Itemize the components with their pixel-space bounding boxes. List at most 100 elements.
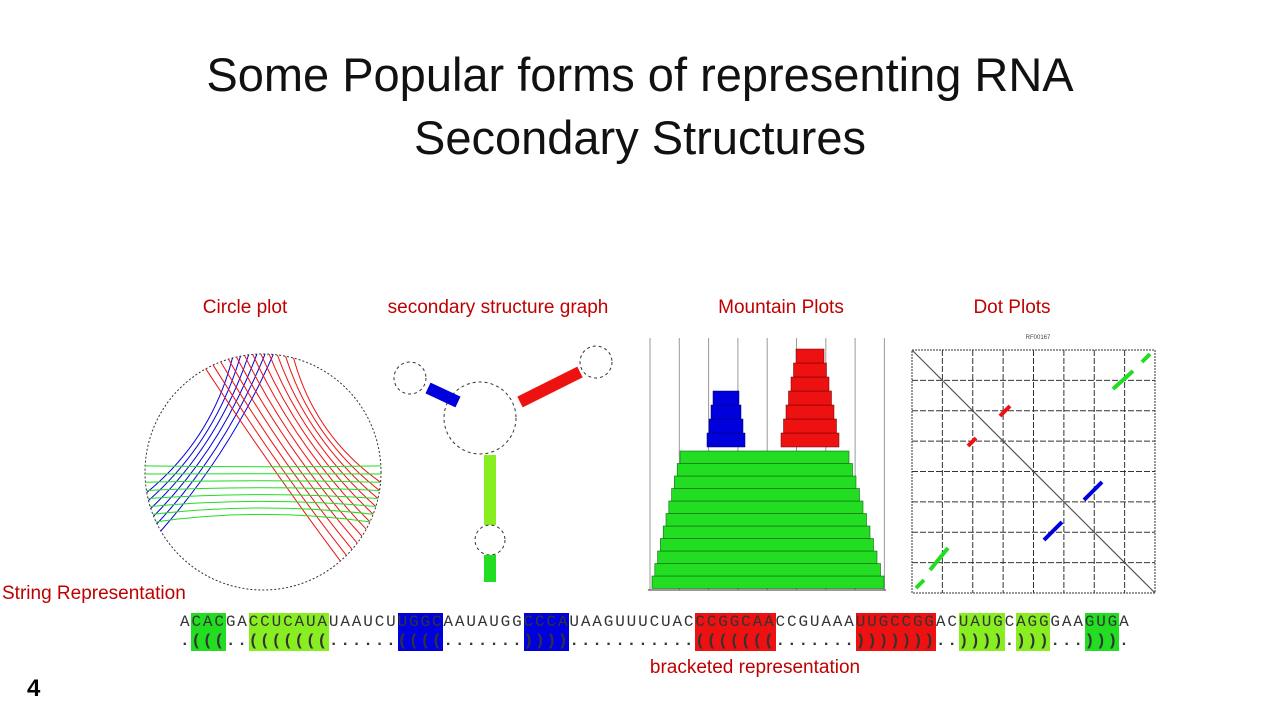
segment-brackets: .. — [935, 632, 959, 650]
base-pair-dots — [998, 404, 1012, 418]
red-arc — [244, 355, 367, 530]
sequence-segment: UGGC(((( — [397, 613, 444, 651]
red-mountain-step — [790, 376, 830, 392]
segment-bases: UAAGUUUCUAC — [569, 613, 696, 631]
sequence-segment: C. — [1005, 613, 1016, 651]
green-mountain-step — [654, 563, 881, 577]
segment-brackets: ((((((( — [695, 632, 776, 650]
slide-title-line1: Some Popular forms of representing RNA — [206, 48, 1074, 101]
segment-bases: A — [180, 613, 192, 631]
red-mountain-step — [788, 390, 832, 406]
green-mountain-step — [668, 500, 864, 514]
segment-bases: AGG — [1016, 613, 1051, 631]
segment-bases: C — [1004, 613, 1017, 631]
sequence-segment: A. — [180, 613, 191, 651]
segment-brackets: ....... — [443, 632, 524, 650]
segment-bases: UAUG — [958, 613, 1005, 631]
sequence-segment: UUGCCGG))))))) — [855, 613, 936, 651]
base-pair-dots — [1140, 352, 1152, 364]
green-arc — [150, 500, 376, 507]
sequence-segment: UAAUCU...... — [329, 613, 398, 651]
dot-plot: RF00167 — [911, 335, 1156, 594]
sequence-segment: GAA... — [1050, 613, 1084, 651]
segment-bases: UUGCCGG — [855, 613, 936, 631]
segment-brackets: ))) — [1084, 632, 1120, 650]
green-mountain-step — [679, 450, 850, 464]
segment-bases: A — [1119, 613, 1131, 631]
circle-outline — [144, 353, 382, 591]
base-pair-dots — [914, 578, 926, 590]
blue-mountain-step — [712, 390, 740, 406]
segment-brackets: )))) — [523, 632, 570, 650]
red-arc — [260, 353, 374, 515]
segment-brackets: (((( — [397, 632, 444, 650]
red-mountain-step — [780, 432, 840, 448]
segment-brackets: ... — [1050, 632, 1085, 650]
segment-brackets: ...... — [328, 632, 398, 650]
segment-bases: CCGUAAA — [775, 613, 856, 631]
blue-mountain-step — [710, 404, 742, 420]
blue-hairpin-loop — [393, 361, 427, 395]
red-mountain-step — [783, 418, 837, 434]
red-arc — [228, 358, 358, 544]
segment-bases: CCCA — [523, 613, 570, 631]
circle-plot-label: Circle plot — [202, 297, 288, 318]
dot-plots-label: Dot Plots — [973, 297, 1051, 318]
red-arc — [285, 356, 380, 491]
sequence-segment: AAUAUGG....... — [443, 613, 523, 651]
segment-bases: GUG — [1084, 613, 1120, 631]
red-arc — [268, 353, 377, 507]
segment-brackets: . — [1004, 632, 1017, 650]
segment-brackets: )))) — [958, 632, 1005, 650]
red-arc — [293, 357, 381, 483]
red-arc — [252, 354, 371, 523]
segment-bases: UAAUCU — [328, 613, 398, 631]
sequence-string: A. CAC(((GA.. CCUCAUA(((((((UAAUCU...... UG… — [180, 613, 1131, 651]
green-arc — [145, 480, 381, 483]
sequence-segment: AGG))) — [1016, 613, 1051, 651]
sequence-segment: UAUG)))) — [958, 613, 1005, 651]
green-mountain-step — [676, 463, 853, 477]
segment-bases: CAC — [191, 613, 226, 631]
red-arc — [236, 356, 363, 537]
sequence-segment: UAAGUUUCUAC........... — [569, 613, 695, 651]
segment-brackets: ))) — [1016, 632, 1051, 650]
green-mountain-step — [657, 550, 878, 564]
blue-helix — [425, 382, 461, 408]
green-mountain-step — [665, 513, 867, 527]
green-arc — [146, 487, 380, 491]
segment-brackets: ))))))) — [855, 632, 936, 650]
base-pair-dots — [1111, 369, 1135, 391]
circle-plot — [144, 353, 382, 591]
mountain-plot — [648, 338, 886, 591]
bracketed-representation-label: bracketed representation — [649, 657, 861, 678]
green-mountain-step — [660, 538, 874, 552]
blue-arc — [148, 356, 241, 501]
segment-bases: AC — [935, 613, 959, 631]
blue-arc — [150, 354, 250, 509]
page-number: 4 — [27, 675, 41, 702]
sequence-segment: GA.. — [226, 613, 249, 651]
green-mountain-step — [674, 475, 857, 489]
multiloop — [443, 381, 517, 455]
secondary-structure-graph-label: secondary structure graph — [387, 297, 609, 318]
segment-bases: GA — [225, 613, 249, 631]
sequence-segment: GUG))) — [1084, 613, 1120, 651]
green-arc — [147, 494, 379, 500]
segment-brackets: ....... — [775, 632, 856, 650]
green-mountain-step — [651, 575, 885, 589]
diagonal — [911, 349, 1156, 594]
red-arc — [220, 361, 353, 550]
segment-bases: CCGGCAA — [695, 613, 776, 631]
red-mountain-step — [795, 348, 825, 364]
red-helix — [517, 366, 583, 408]
sequence-segment: A. — [1119, 613, 1130, 651]
segment-bases: GAA — [1050, 613, 1085, 631]
secondary-structure-graph — [393, 345, 613, 582]
segment-bases: CCUCAUA — [248, 613, 329, 631]
red-hairpin-loop — [579, 345, 613, 379]
segment-brackets: ((((((( — [248, 632, 329, 650]
string-representation-label: String Representation — [2, 583, 186, 604]
segment-bases: AAUAUGG — [443, 613, 524, 631]
